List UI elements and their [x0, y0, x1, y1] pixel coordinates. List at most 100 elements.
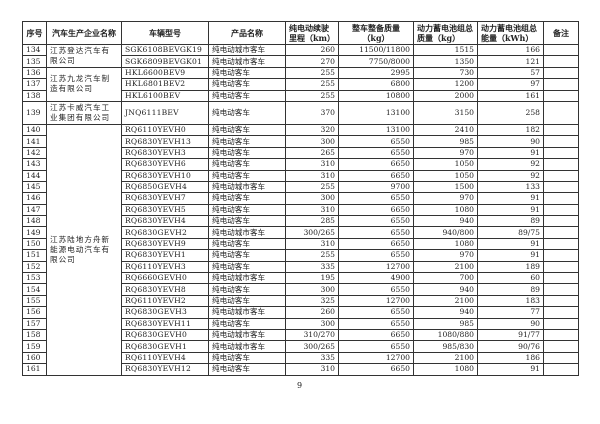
mass-cell: 6550	[338, 249, 414, 262]
model-cell: HKL6100BEV	[121, 89, 209, 102]
range-cell: 325	[285, 294, 339, 308]
product-cell: 纯电动客车	[208, 351, 286, 365]
product-cell: 纯电动城市客车	[208, 272, 286, 285]
battery-energy-cell: 90	[477, 317, 544, 331]
battery-mass-cell: 1050	[413, 169, 478, 182]
model-cell: RQ6830GEVH1	[121, 340, 209, 353]
header-company: 汽车生产企业名称	[46, 21, 122, 45]
remarks-cell	[543, 351, 579, 365]
battery-energy-cell: 91	[477, 192, 544, 205]
mass-cell: 6650	[338, 169, 414, 182]
range-cell: 260	[285, 306, 339, 319]
product-cell: 纯电动客车	[208, 203, 286, 217]
range-cell: 335	[285, 260, 339, 274]
remarks-cell	[543, 169, 579, 182]
remarks-cell	[543, 328, 579, 342]
seq-cell: 156	[22, 306, 47, 319]
table-row: 145 RQ6850GEVH4 纯电动城市客车 255 9700 1500 133	[22, 180, 579, 194]
company-cell: 江苏登达汽车有限公司	[46, 44, 122, 68]
range-cell: 265	[285, 146, 339, 160]
mass-cell: 13100	[338, 123, 414, 137]
seq-cell: 149	[22, 226, 47, 239]
model-cell: RQ6830YEVH12	[121, 363, 209, 376]
product-cell: 纯电动客车	[208, 100, 286, 125]
seq-cell: 137	[22, 78, 47, 91]
range-cell: 310/270	[285, 328, 339, 342]
remarks-cell	[543, 237, 579, 251]
remarks-cell	[543, 123, 579, 137]
table-row: 139 江苏卡威汽车工业集团有限公司 JNQ6111BEV 纯电动客车 370 13100…	[22, 100, 579, 125]
seq-cell: 160	[22, 351, 47, 365]
seq-cell: 134	[22, 43, 47, 57]
battery-mass-cell: 2000	[413, 89, 478, 102]
header-product: 产品名称	[208, 21, 286, 45]
range-cell: 255	[285, 249, 339, 262]
model-cell: RQ6830YEVH6	[121, 158, 209, 171]
model-cell: RQ6830GEVH0	[121, 328, 209, 342]
remarks-cell	[543, 272, 579, 285]
page-number: 9	[297, 381, 303, 390]
battery-mass-cell: 730	[413, 66, 478, 80]
table-row: 150 RQ6830YEVH9 纯电动客车 310 6650 1080 91	[22, 237, 579, 251]
battery-energy-cell: 92	[477, 158, 544, 171]
mass-cell: 6650	[338, 237, 414, 251]
remarks-cell	[543, 215, 579, 228]
range-cell: 195	[285, 272, 339, 285]
seq-cell: 158	[22, 328, 47, 342]
mass-cell: 6650	[338, 203, 414, 217]
model-cell: RQ6830YEVH10	[121, 169, 209, 182]
battery-energy-cell: 97	[477, 78, 544, 91]
range-cell: 300	[285, 135, 339, 148]
seq-cell: 146	[22, 192, 47, 205]
battery-energy-cell: 77	[477, 306, 544, 319]
seq-cell: 150	[22, 237, 47, 251]
seq-cell: 144	[22, 169, 47, 182]
battery-energy-cell: 91	[477, 237, 544, 251]
product-cell: 纯电动客车	[208, 215, 286, 228]
product-cell: 纯电动城市客车	[208, 328, 286, 342]
battery-mass-cell: 940	[413, 215, 478, 228]
range-cell: 310	[285, 158, 339, 171]
vehicle-catalog-table: 序号 汽车生产企业名称 车辆型号 产品名称 纯电动续驶里程（km） 整车整备质量…	[22, 21, 579, 376]
mass-cell: 6550	[338, 226, 414, 239]
product-cell: 纯电动客车	[208, 294, 286, 308]
model-cell: RQ6110YEVH0	[121, 123, 209, 137]
battery-mass-cell: 970	[413, 192, 478, 205]
range-cell: 310	[285, 237, 339, 251]
battery-mass-cell: 2100	[413, 294, 478, 308]
remarks-cell	[543, 66, 579, 80]
model-cell: RQ6830YEVH13	[121, 135, 209, 148]
battery-mass-cell: 985/830	[413, 340, 478, 353]
model-cell: RQ6830YEVH7	[121, 192, 209, 205]
battery-mass-cell: 1080	[413, 203, 478, 217]
battery-energy-cell: 121	[477, 55, 544, 68]
model-cell: RQ6660GEVH0	[121, 272, 209, 285]
seq-cell: 159	[22, 340, 47, 353]
battery-mass-cell: 3150	[413, 100, 478, 125]
range-cell: 300/265	[285, 340, 339, 353]
seq-cell: 143	[22, 158, 47, 171]
battery-mass-cell: 1515	[413, 43, 478, 57]
mass-cell: 6650	[338, 363, 414, 376]
battery-mass-cell: 940	[413, 306, 478, 319]
remarks-cell	[543, 100, 579, 125]
seq-cell: 142	[22, 146, 47, 160]
product-cell: 纯电动客车	[208, 192, 286, 205]
remarks-cell	[543, 78, 579, 91]
battery-mass-cell: 1050	[413, 158, 478, 171]
range-cell: 300	[285, 192, 339, 205]
battery-energy-cell: 89	[477, 283, 544, 296]
battery-mass-cell: 985	[413, 135, 478, 148]
mass-cell: 6650	[338, 328, 414, 342]
mass-cell: 12700	[338, 351, 414, 365]
mass-cell: 6550	[338, 306, 414, 319]
product-cell: 纯电动客车	[208, 78, 286, 91]
table-body: 134 江苏登达汽车有限公司 SGK6108BEVGK19 纯电动城市客车 260 115…	[22, 43, 579, 376]
product-cell: 纯电动客车	[208, 363, 286, 376]
battery-mass-cell: 985	[413, 317, 478, 331]
battery-energy-cell: 186	[477, 351, 544, 365]
header-battery-mass: 动力蓄电池组总质量（kg）	[413, 21, 478, 45]
header-battery-energy: 动力蓄电池组总能量（kWh）	[477, 21, 544, 45]
company-cell: 江苏卡威汽车工业集团有限公司	[46, 100, 122, 125]
battery-energy-cell: 90/76	[477, 340, 544, 353]
